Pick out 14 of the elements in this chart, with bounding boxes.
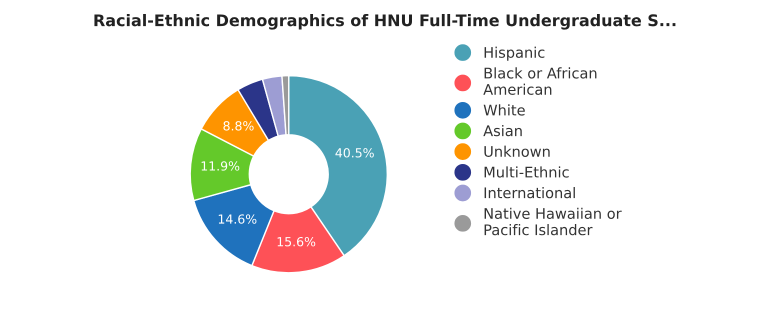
legend-label: White	[484, 104, 525, 116]
chart-title: Racial-Ethnic Demographics of HNU Full-Time Undergraduate S...	[94, 14, 676, 30]
data-label: 11.9%	[202, 161, 240, 171]
legend-label: Native Hawaiian or Pacific Islander	[484, 208, 622, 236]
data-label: 8.8%	[223, 121, 254, 131]
legend-label: Black or African American	[483, 67, 596, 95]
data-label: 40.5%	[335, 148, 374, 158]
legend-label: International	[484, 187, 575, 198]
legend-label: Hispanic	[484, 46, 544, 61]
data-label: 14.6%	[218, 214, 256, 224]
legend-label: Unknown	[484, 146, 550, 157]
legend-label: Multi-Ethnic	[484, 166, 569, 178]
legend-label: Asian	[483, 124, 522, 136]
data-label: 15.6%	[278, 236, 316, 246]
